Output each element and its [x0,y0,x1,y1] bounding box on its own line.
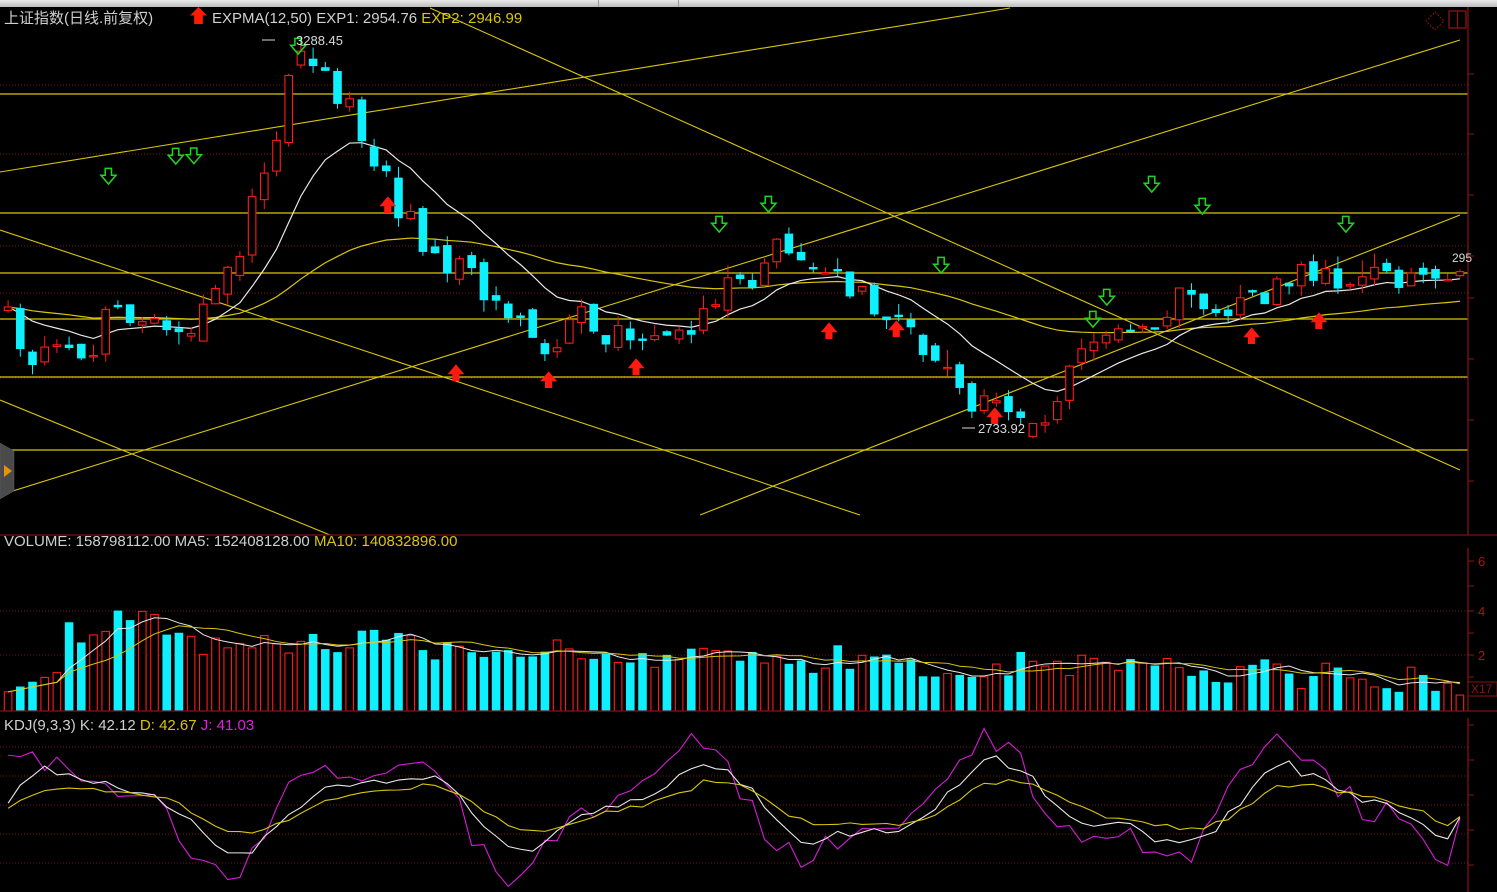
svg-text:2: 2 [1478,648,1485,663]
svg-text:4: 4 [1478,604,1485,619]
svg-text:3288.45: 3288.45 [296,33,343,48]
svg-text:295: 295 [1452,251,1472,265]
svg-text:上证指数(日线.前复权): 上证指数(日线.前复权) [4,9,153,27]
svg-text:2733.92: 2733.92 [978,421,1025,436]
svg-text:X17: X17 [1471,682,1493,696]
svg-text:KDJ(9,3,3) K: 42.12 D: 42.67 J: KDJ(9,3,3) K: 42.12 D: 42.67 J: 41.03 [4,717,254,734]
svg-text:EXPMA(12,50) EXP1: 2954.76 EXP: EXPMA(12,50) EXP1: 2954.76 EXP2: 2946.99 [212,10,522,27]
svg-text:VOLUME: 158798112.00 MA5: 1524: VOLUME: 158798112.00 MA5: 152408128.00 M… [4,533,457,550]
svg-text:6: 6 [1478,554,1485,569]
